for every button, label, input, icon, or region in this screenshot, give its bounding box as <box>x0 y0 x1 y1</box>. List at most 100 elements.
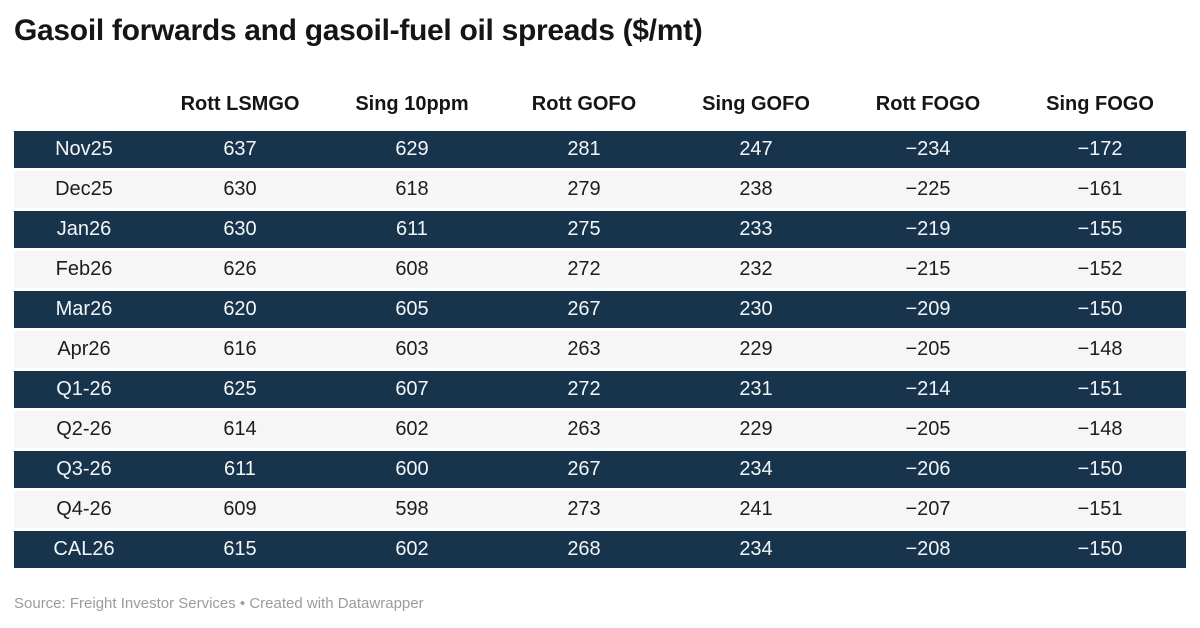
table-row-feb26: Feb26 626 608 272 232 −215 −152 <box>14 251 1186 288</box>
column-header-sing-10ppm: Sing 10ppm <box>355 93 469 115</box>
cell-value: 267 <box>498 451 670 488</box>
cell-value: −206 <box>842 451 1014 488</box>
cell-value: −172 <box>1014 131 1186 168</box>
column-header-sing-gofo: Sing GOFO <box>702 93 810 115</box>
table-header: Rott LSMGO Sing 10ppm Rott GOFO Sing GOFO Ro… <box>14 53 1186 128</box>
cell-value: 229 <box>670 411 842 448</box>
cell-value: 618 <box>326 171 498 208</box>
cell-value: 241 <box>670 491 842 528</box>
cell-value: 637 <box>154 131 326 168</box>
cell-value: −150 <box>1014 291 1186 328</box>
cell-value: 608 <box>326 251 498 288</box>
cell-value: 616 <box>154 331 326 368</box>
cell-value: 279 <box>498 171 670 208</box>
cell-value: −214 <box>842 371 1014 408</box>
cell-value: −234 <box>842 131 1014 168</box>
column-header-row-label <box>14 53 154 128</box>
table-row-q4-26: Q4-26 609 598 273 241 −207 −151 <box>14 491 1186 528</box>
column-header-rott-gofo: Rott GOFO <box>531 93 637 115</box>
row-label: Feb26 <box>14 251 154 288</box>
cell-value: 233 <box>670 211 842 248</box>
row-label: Q2-26 <box>14 411 154 448</box>
cell-value: 605 <box>326 291 498 328</box>
column-header-sing-fogo: Sing FOGO <box>1046 93 1154 115</box>
cell-value: −209 <box>842 291 1014 328</box>
cell-value: 263 <box>498 411 670 448</box>
cell-value: 238 <box>670 171 842 208</box>
cell-value: 629 <box>326 131 498 168</box>
row-label: Q4-26 <box>14 491 154 528</box>
cell-value: 611 <box>326 211 498 248</box>
table-row-q3-26: Q3-26 611 600 267 234 −206 −150 <box>14 451 1186 488</box>
cell-value: 598 <box>326 491 498 528</box>
cell-value: 609 <box>154 491 326 528</box>
cell-value: −208 <box>842 531 1014 568</box>
table-body: Nov25 637 629 281 247 −234 −172 Dec25 630 618 279 2… <box>14 131 1186 568</box>
column-header-rott-fogo: Rott FOGO <box>875 93 981 115</box>
cell-value: −155 <box>1014 211 1186 248</box>
cell-value: 273 <box>498 491 670 528</box>
cell-value: 615 <box>154 531 326 568</box>
cell-value: 275 <box>498 211 670 248</box>
cell-value: 229 <box>670 331 842 368</box>
cell-value: 267 <box>498 291 670 328</box>
cell-value: 630 <box>154 211 326 248</box>
row-label: Apr26 <box>14 331 154 368</box>
table-row-jan26: Jan26 630 611 275 233 −219 −155 <box>14 211 1186 248</box>
cell-value: −219 <box>842 211 1014 248</box>
cell-value: 625 <box>154 371 326 408</box>
cell-value: 263 <box>498 331 670 368</box>
cell-value: 268 <box>498 531 670 568</box>
cell-value: 607 <box>326 371 498 408</box>
cell-value: −205 <box>842 331 1014 368</box>
table-row-dec25: Dec25 630 618 279 238 −225 −161 <box>14 171 1186 208</box>
row-label: Q3-26 <box>14 451 154 488</box>
cell-value: −207 <box>842 491 1014 528</box>
cell-value: 630 <box>154 171 326 208</box>
cell-value: −205 <box>842 411 1014 448</box>
cell-value: 281 <box>498 131 670 168</box>
cell-value: 600 <box>326 451 498 488</box>
cell-value: −150 <box>1014 451 1186 488</box>
row-label: Mar26 <box>14 291 154 328</box>
cell-value: 626 <box>154 251 326 288</box>
cell-value: −151 <box>1014 371 1186 408</box>
forwards-spreads-table: Rott LSMGO Sing 10ppm Rott GOFO Sing GOFO Ro… <box>14 50 1186 571</box>
table-row-q2-26: Q2-26 614 602 263 229 −205 −148 <box>14 411 1186 448</box>
row-label: Dec25 <box>14 171 154 208</box>
cell-value: 611 <box>154 451 326 488</box>
row-label: CAL26 <box>14 531 154 568</box>
cell-value: −148 <box>1014 331 1186 368</box>
chart-title: Gasoil forwards and gasoil-fuel oil spre… <box>14 14 703 47</box>
cell-value: −225 <box>842 171 1014 208</box>
row-label: Nov25 <box>14 131 154 168</box>
table-row-apr26: Apr26 616 603 263 229 −205 −148 <box>14 331 1186 368</box>
cell-value: 231 <box>670 371 842 408</box>
cell-value: −148 <box>1014 411 1186 448</box>
cell-value: 230 <box>670 291 842 328</box>
cell-value: −161 <box>1014 171 1186 208</box>
table-row-cal26: CAL26 615 602 268 234 −208 −150 <box>14 531 1186 568</box>
table-row-nov25: Nov25 637 629 281 247 −234 −172 <box>14 131 1186 168</box>
cell-value: 614 <box>154 411 326 448</box>
cell-value: 234 <box>670 451 842 488</box>
cell-value: 234 <box>670 531 842 568</box>
cell-value: 247 <box>670 131 842 168</box>
cell-value: −215 <box>842 251 1014 288</box>
cell-value: 602 <box>326 531 498 568</box>
row-label: Q1-26 <box>14 371 154 408</box>
row-label: Jan26 <box>14 211 154 248</box>
table-row-q1-26: Q1-26 625 607 272 231 −214 −151 <box>14 371 1186 408</box>
cell-value: −151 <box>1014 491 1186 528</box>
cell-value: 602 <box>326 411 498 448</box>
cell-value: −150 <box>1014 531 1186 568</box>
cell-value: 272 <box>498 251 670 288</box>
table-row-mar26: Mar26 620 605 267 230 −209 −150 <box>14 291 1186 328</box>
table-header-row: Rott LSMGO Sing 10ppm Rott GOFO Sing GOFO Ro… <box>14 53 1186 128</box>
cell-value: 620 <box>154 291 326 328</box>
source-note: Source: Freight Investor Services • Crea… <box>14 595 424 612</box>
column-header-rott-lsmgo: Rott LSMGO <box>180 93 300 115</box>
cell-value: 272 <box>498 371 670 408</box>
cell-value: 603 <box>326 331 498 368</box>
